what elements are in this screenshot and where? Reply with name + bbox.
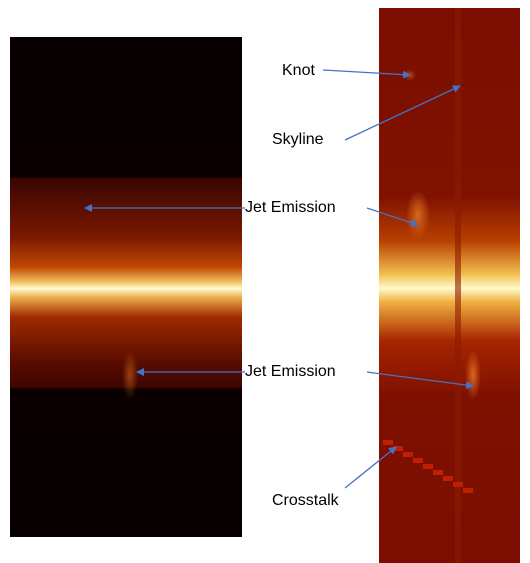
figure: Knot Skyline Jet Emission Jet Emission C… <box>0 0 530 563</box>
label: Jet Emission <box>245 199 336 216</box>
left-jet-glow <box>122 350 138 400</box>
left-image <box>10 37 242 537</box>
label: Jet Emission <box>245 363 336 380</box>
page: Knot Skyline Jet Emission Jet Emission C… <box>0 0 530 563</box>
label: Knot <box>282 62 315 79</box>
skyline <box>455 8 461 563</box>
label: Skyline <box>272 131 324 148</box>
label: Crosstalk <box>272 492 340 509</box>
right-jet-glow-bottom <box>465 350 481 400</box>
right-jet-glow-top <box>406 190 430 240</box>
